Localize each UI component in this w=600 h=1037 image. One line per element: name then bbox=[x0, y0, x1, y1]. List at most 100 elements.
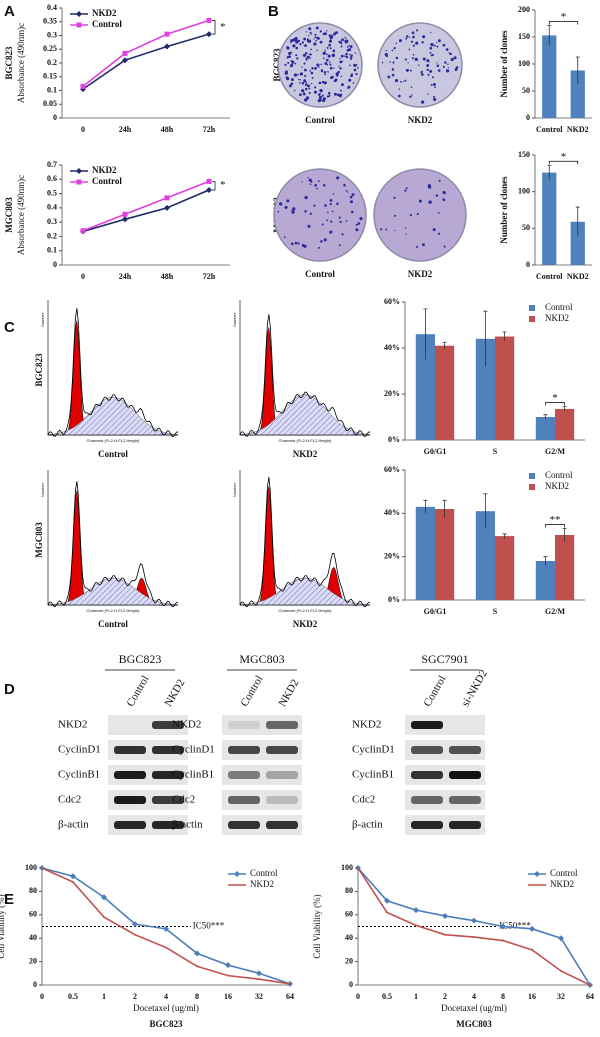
colony bbox=[330, 220, 333, 223]
colony bbox=[430, 43, 434, 47]
flow-axes bbox=[47, 300, 178, 436]
bar bbox=[475, 338, 495, 440]
colony bbox=[311, 67, 314, 70]
annotation: * bbox=[552, 392, 558, 404]
colony bbox=[389, 61, 391, 63]
x-tick-label: 0 bbox=[81, 125, 85, 134]
error-bar bbox=[442, 499, 447, 518]
y-tick-label: 0.15 bbox=[43, 72, 57, 81]
colony bbox=[304, 210, 307, 213]
colony bbox=[434, 86, 436, 88]
colony bbox=[418, 64, 420, 67]
colony bbox=[415, 41, 419, 45]
marker bbox=[72, 881, 74, 884]
marker bbox=[122, 211, 128, 217]
colony bbox=[314, 184, 317, 187]
colony bbox=[326, 30, 328, 32]
marker bbox=[289, 982, 291, 985]
colony bbox=[442, 198, 446, 202]
x-tick-label: 48h bbox=[161, 125, 174, 134]
colony bbox=[411, 31, 415, 35]
colony bbox=[290, 78, 294, 82]
reference-label: IC50*** bbox=[499, 921, 531, 931]
colony bbox=[442, 65, 445, 68]
colony bbox=[420, 71, 423, 74]
colony bbox=[286, 199, 290, 203]
colony bbox=[286, 46, 289, 48]
legend-marker bbox=[76, 168, 82, 174]
x-tick-label: 48h bbox=[161, 272, 174, 281]
marker bbox=[502, 939, 504, 942]
colony bbox=[306, 84, 310, 88]
colony bbox=[433, 44, 436, 47]
blot-band bbox=[152, 721, 184, 729]
blot-band bbox=[152, 771, 184, 779]
colony bbox=[305, 96, 310, 100]
y-axis-label: Number of clones bbox=[499, 30, 509, 98]
y-tick-label: 200 bbox=[518, 5, 530, 14]
protein-label: CyclinD1 bbox=[352, 744, 395, 756]
colony bbox=[324, 62, 328, 65]
colony bbox=[307, 224, 311, 228]
blot-title: SGC7901 bbox=[421, 652, 468, 666]
colony bbox=[334, 78, 338, 82]
panel-label: B bbox=[268, 3, 279, 20]
x-tick-label: 0.5 bbox=[382, 992, 392, 1001]
blot-band bbox=[152, 796, 184, 804]
panel-label: E bbox=[4, 891, 14, 908]
error-bar bbox=[502, 331, 507, 342]
marker bbox=[560, 969, 562, 972]
colony bbox=[302, 53, 307, 57]
protein-label: NKD2 bbox=[352, 719, 381, 731]
colony bbox=[444, 61, 447, 64]
colony bbox=[351, 73, 353, 76]
colony bbox=[353, 68, 357, 72]
y-tick-label: 20% bbox=[384, 389, 400, 398]
annotation: * bbox=[220, 179, 226, 191]
x-tick-label: 0.5 bbox=[68, 992, 78, 1001]
colony bbox=[404, 227, 407, 229]
y-tick-label: 0% bbox=[388, 595, 400, 604]
marker bbox=[164, 204, 170, 211]
error-bar bbox=[483, 493, 488, 529]
marker bbox=[227, 974, 229, 977]
x-tick-label: G2/M bbox=[545, 447, 565, 456]
colony bbox=[353, 63, 357, 67]
y-tick-label: 0.3 bbox=[47, 217, 57, 226]
protein-label: NKD2 bbox=[58, 719, 87, 731]
blot-strip bbox=[108, 765, 188, 785]
blot-band bbox=[114, 796, 146, 804]
bar bbox=[495, 536, 515, 600]
colony bbox=[340, 54, 344, 58]
colony bbox=[290, 242, 294, 246]
colony bbox=[291, 209, 293, 211]
colony bbox=[301, 89, 305, 93]
colony bbox=[324, 49, 326, 51]
protein-label: CyclinB1 bbox=[352, 769, 394, 781]
bar bbox=[535, 417, 555, 440]
panel-label: C bbox=[4, 319, 15, 336]
significance-bracket bbox=[548, 21, 579, 25]
error-bar bbox=[423, 499, 428, 514]
colony bbox=[442, 43, 446, 47]
error-bar bbox=[543, 556, 548, 566]
colony bbox=[310, 48, 312, 51]
legend-marker bbox=[76, 11, 82, 17]
colony bbox=[319, 30, 322, 33]
bar bbox=[570, 70, 585, 118]
colony bbox=[355, 228, 359, 232]
colony bbox=[336, 202, 339, 206]
colony bbox=[299, 72, 304, 76]
colony bbox=[432, 95, 435, 98]
y-tick-label: 0.5 bbox=[47, 188, 57, 197]
colony bbox=[305, 83, 307, 86]
colony bbox=[381, 61, 384, 64]
protein-label: β-actin bbox=[352, 819, 383, 831]
blot-strip bbox=[108, 715, 188, 735]
colony bbox=[354, 52, 356, 54]
colony bbox=[422, 57, 426, 61]
x-tick-label: 2 bbox=[133, 992, 137, 1001]
marker bbox=[122, 216, 128, 223]
blot-band bbox=[228, 821, 260, 829]
colony bbox=[328, 43, 332, 47]
